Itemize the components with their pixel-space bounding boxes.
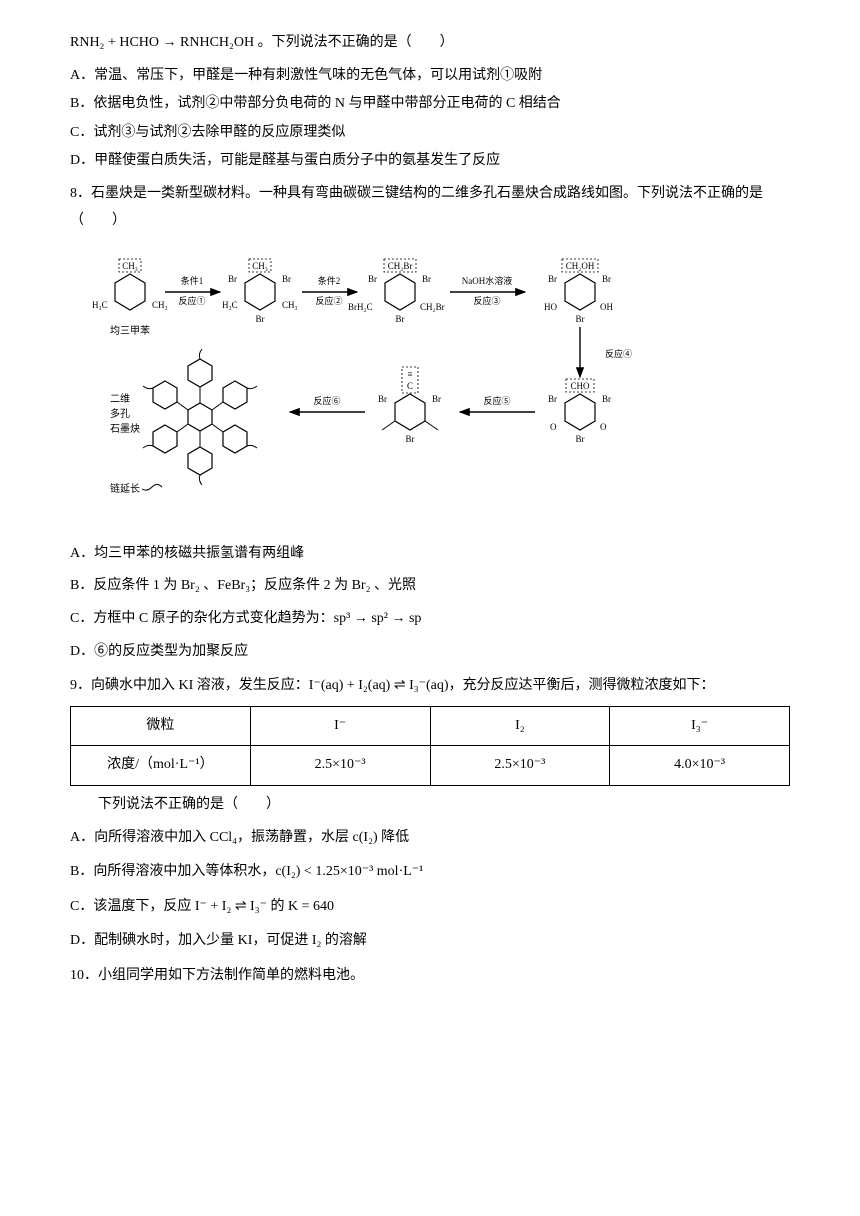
q8-option-d: D．⑥的反应类型为加聚反应 [70, 639, 790, 666]
svg-text:H₃C: H₃C [222, 300, 238, 310]
svg-text:Br: Br [368, 274, 377, 284]
svg-text:H₃C: H₃C [92, 300, 108, 310]
svg-text:反应③: 反应③ [473, 295, 500, 306]
q7-b-text: B．依据电负性，试剂②中带部分负电荷的 N 与甲醛中带部分正电荷的 C 相结合 [70, 96, 561, 111]
svg-text:Br: Br [548, 394, 557, 404]
q9-option-d: D．配制碘水时，加入少量 KI，可促进 I₂ 的溶解 [70, 928, 790, 955]
q8-option-c: C．方框中 C 原子的杂化方式变化趋势为：sp³ → sp² → sp [70, 606, 790, 633]
svg-text:CHO: CHO [570, 381, 590, 391]
svg-text:Br: Br [576, 434, 585, 444]
svg-text:CH₃: CH₃ [122, 261, 138, 271]
table-header-row: 微粒 I⁻ I₂ I₃⁻ [71, 706, 790, 746]
q8-diagram: .lbl { font-family: SimSun, serif; font-… [70, 242, 790, 533]
svg-text:Br: Br [282, 274, 291, 284]
svg-text:HO: HO [544, 302, 557, 312]
q8-option-a: A．均三甲苯的核磁共振氢谱有两组峰 [70, 541, 790, 568]
svg-text:均三甲苯: 均三甲苯 [110, 324, 150, 337]
q9-table: 微粒 I⁻ I₂ I₃⁻ 浓度/（mol·L⁻¹） 2.5×10⁻³ 2.5×1… [70, 706, 790, 786]
q9-c-text: C．该温度下，反应 I⁻ + I₂ ⇌ I₃⁻ 的 K = 640 [70, 899, 334, 914]
th-i3: I₃⁻ [610, 706, 790, 746]
svg-text:多孔: 多孔 [110, 407, 130, 420]
td-val-1: 2.5×10⁻³ [430, 746, 610, 786]
svg-text:CH₂Br: CH₂Br [420, 302, 445, 312]
q8-b-text: B．反应条件 1 为 Br₂ 、FeBr₃；反应条件 2 为 Br₂ 、光照 [70, 578, 416, 593]
svg-text:CH₃: CH₃ [282, 300, 298, 310]
q9-intro-text: 9．向碘水中加入 KI 溶液，发生反应：I⁻(aq) + I₂(aq) ⇌ I₃… [70, 678, 715, 693]
q7-option-a: A．常温、常压下，甲醛是一种有刺激性气味的无色气体，可以用试剂①吸附 [70, 63, 790, 90]
svg-text:Br: Br [378, 394, 387, 404]
svg-text:BrH₂C: BrH₂C [348, 302, 373, 312]
q9-a-text: A．向所得溶液中加入 CCl₄，振荡静置，水层 c(I₂) 降低 [70, 830, 409, 845]
q7-option-b: B．依据电负性，试剂②中带部分负电荷的 N 与甲醛中带部分正电荷的 C 相结合 [70, 91, 790, 118]
svg-text:反应⑤: 反应⑤ [483, 395, 510, 406]
svg-text:条件1: 条件1 [181, 275, 204, 286]
svg-text:CH₃: CH₃ [252, 261, 268, 271]
svg-text:条件2: 条件2 [318, 275, 341, 286]
svg-text:≡: ≡ [407, 369, 412, 379]
q10-intro: 10．小组同学用如下方法制作简单的燃料电池。 [70, 963, 790, 990]
td-val-0: 2.5×10⁻³ [250, 746, 430, 786]
q10-text: 10．小组同学用如下方法制作简单的燃料电池。 [70, 968, 364, 983]
q9-b-text: B．向所得溶液中加入等体积水，c(I₂) < 1.25×10⁻³ mol·L⁻¹ [70, 864, 423, 879]
q7-a-text: A．常温、常压下，甲醛是一种有刺激性气味的无色气体，可以用试剂①吸附 [70, 68, 542, 83]
svg-text:Br: Br [602, 394, 611, 404]
synthesis-scheme-svg: .lbl { font-family: SimSun, serif; font-… [80, 242, 780, 522]
q8-intro-text: 8．石墨炔是一类新型碳材料。一种具有弯曲碳碳三键结构的二维多孔石墨炔合成路线如图… [70, 186, 763, 228]
q9-d-text: D．配制碘水时，加入少量 KI，可促进 I₂ 的溶解 [70, 933, 367, 948]
svg-text:Br: Br [406, 434, 415, 444]
svg-text:Br: Br [228, 274, 237, 284]
th-i-minus: I⁻ [250, 706, 430, 746]
q8-d-text: D．⑥的反应类型为加聚反应 [70, 644, 248, 659]
q7-d-text: D．甲醛使蛋白质失活，可能是醛基与蛋白质分子中的氨基发生了反应 [70, 153, 500, 168]
td-val-2: 4.0×10⁻³ [610, 746, 790, 786]
svg-text:Br: Br [422, 274, 431, 284]
svg-text:CH₃: CH₃ [152, 300, 168, 310]
q9-option-b: B．向所得溶液中加入等体积水，c(I₂) < 1.25×10⁻³ mol·L⁻¹ [70, 859, 790, 886]
equation-line: RNH₂ + HCHO → RNHCH₂OH 。下列说法不正确的是（ ） [70, 30, 790, 57]
svg-text:O: O [550, 422, 557, 432]
q8-a-text: A．均三甲苯的核磁共振氢谱有两组峰 [70, 546, 304, 561]
th-i2: I₂ [430, 706, 610, 746]
q8-c-text: C．方框中 C 原子的杂化方式变化趋势为：sp³ → sp² → sp [70, 611, 421, 626]
q7-c-text: C．试剂③与试剂②去除甲醛的反应原理类似 [70, 125, 345, 140]
table-data-row: 浓度/（mol·L⁻¹） 2.5×10⁻³ 2.5×10⁻³ 4.0×10⁻³ [71, 746, 790, 786]
svg-text:CH₂OH: CH₂OH [566, 261, 595, 271]
svg-text:Br: Br [602, 274, 611, 284]
svg-text:Br: Br [396, 314, 405, 324]
q8-intro: 8．石墨炔是一类新型碳材料。一种具有弯曲碳碳三键结构的二维多孔石墨炔合成路线如图… [70, 181, 790, 234]
equation-text: RNH₂ + HCHO → RNHCH₂OH 。下列说法不正确的是（ ） [70, 35, 454, 50]
q9-option-c: C．该温度下，反应 I⁻ + I₂ ⇌ I₃⁻ 的 K = 640 [70, 894, 790, 921]
svg-text:反应④: 反应④ [605, 348, 632, 359]
svg-text:CH₂Br: CH₂Br [388, 261, 413, 271]
svg-text:OH: OH [600, 302, 613, 312]
svg-text:反应①: 反应① [178, 295, 205, 306]
svg-text:Br: Br [432, 394, 441, 404]
svg-text:Br: Br [576, 314, 585, 324]
q9-option-a: A．向所得溶液中加入 CCl₄，振荡静置，水层 c(I₂) 降低 [70, 825, 790, 852]
svg-text:反应②: 反应② [315, 295, 342, 306]
svg-text:Br: Br [256, 314, 265, 324]
svg-text:C: C [407, 381, 413, 391]
svg-text:O: O [600, 422, 607, 432]
q9-sub: 下列说法不正确的是（ ） [70, 792, 790, 819]
td-rowlabel: 浓度/（mol·L⁻¹） [71, 746, 251, 786]
q7-option-c: C．试剂③与试剂②去除甲醛的反应原理类似 [70, 120, 790, 147]
svg-text:二维: 二维 [110, 392, 130, 405]
q9-intro: 9．向碘水中加入 KI 溶液，发生反应：I⁻(aq) + I₂(aq) ⇌ I₃… [70, 673, 790, 700]
svg-text:链延长: 链延长 [110, 482, 140, 495]
svg-text:NaOH水溶液: NaOH水溶液 [462, 275, 513, 286]
q7-option-d: D．甲醛使蛋白质失活，可能是醛基与蛋白质分子中的氨基发生了反应 [70, 148, 790, 175]
q9-sub-text: 下列说法不正确的是（ ） [98, 797, 280, 812]
svg-text:石墨炔: 石墨炔 [110, 423, 140, 435]
q8-option-b: B．反应条件 1 为 Br₂ 、FeBr₃；反应条件 2 为 Br₂ 、光照 [70, 573, 790, 600]
svg-text:Br: Br [548, 274, 557, 284]
svg-text:反应⑥: 反应⑥ [313, 395, 340, 406]
th-species: 微粒 [71, 706, 251, 746]
